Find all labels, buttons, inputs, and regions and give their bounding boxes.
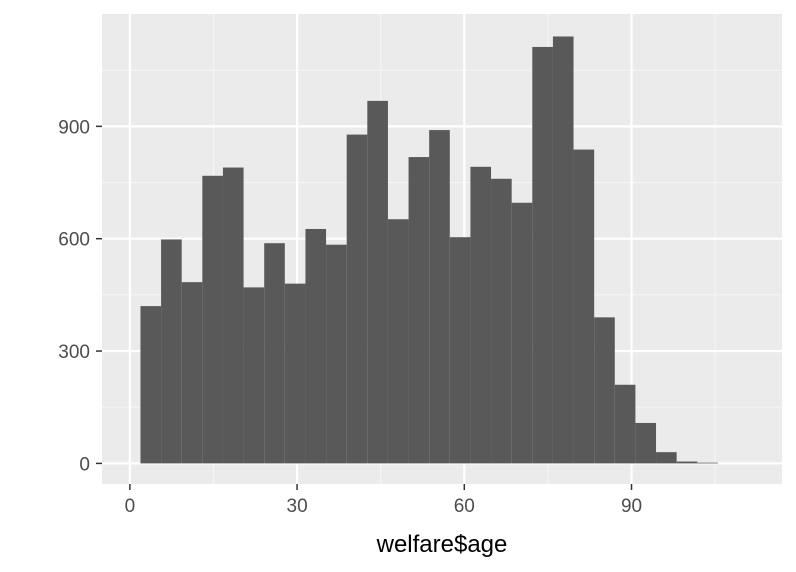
- histogram-bar: [491, 178, 512, 464]
- x-axis-title: welfare$age: [376, 531, 508, 558]
- histogram-bar: [181, 282, 203, 464]
- y-axis-ticks: 0 300 600 900: [58, 117, 102, 475]
- histogram-bar: [222, 167, 244, 464]
- histogram-bar: [161, 239, 182, 464]
- histogram-bar: [449, 237, 471, 464]
- x-tick-label: 0: [125, 496, 136, 517]
- histogram-bar: [346, 134, 368, 464]
- histogram-bar: [676, 461, 698, 464]
- x-tick-label: 60: [454, 496, 475, 517]
- histogram-bar: [614, 384, 636, 464]
- histogram-bar: [511, 202, 533, 464]
- histogram-bar: [656, 452, 677, 464]
- x-tick-label: 30: [287, 496, 308, 517]
- y-tick-label: 900: [58, 117, 90, 138]
- histogram-bar: [552, 36, 574, 464]
- histogram-bar: [305, 228, 327, 464]
- histogram-bar: [429, 130, 450, 464]
- histogram-bar: [140, 306, 162, 464]
- histogram-bar: [697, 462, 718, 464]
- histogram-bar: [408, 157, 430, 464]
- histogram-bar: [594, 317, 615, 464]
- histogram-bar: [532, 46, 553, 464]
- histogram-bar: [243, 287, 265, 464]
- y-tick-label: 300: [58, 342, 90, 363]
- y-tick-label: 600: [58, 230, 90, 251]
- histogram-bar: [387, 219, 409, 464]
- histogram-bars: [140, 36, 718, 464]
- histogram-bar: [635, 422, 657, 464]
- histogram-bar: [202, 175, 223, 464]
- x-axis-ticks: 0 30 60 90: [125, 484, 642, 517]
- histogram-bar: [573, 149, 595, 464]
- y-tick-label: 0: [79, 454, 90, 475]
- histogram-bar: [284, 283, 306, 464]
- histogram-bar: [470, 166, 492, 464]
- histogram-bar: [264, 243, 285, 464]
- histogram-bar: [326, 244, 347, 464]
- histogram-bar: [367, 100, 388, 464]
- x-tick-label: 90: [621, 496, 642, 517]
